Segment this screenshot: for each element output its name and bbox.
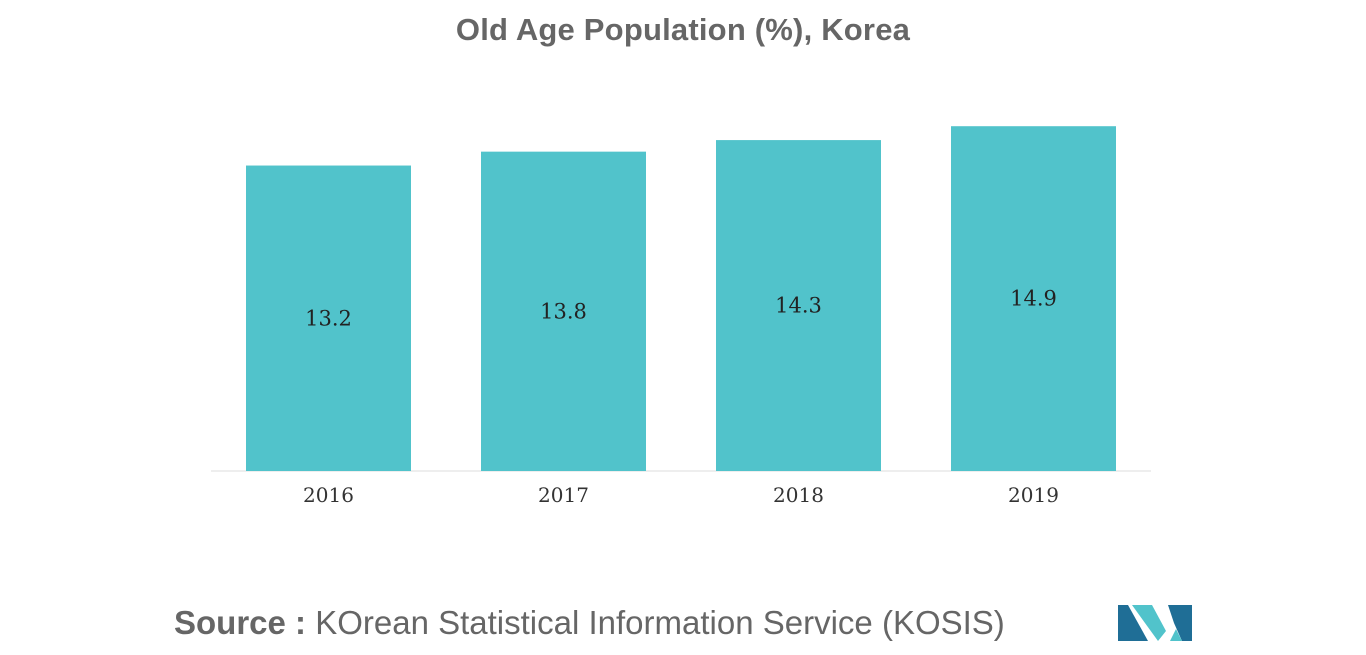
- x-tick-label: 2019: [1008, 483, 1059, 507]
- bar-2018: [716, 140, 881, 472]
- x-tick-label: 2016: [303, 483, 354, 507]
- source-text: KOrean Statistical Information Service (…: [306, 604, 1005, 641]
- logo-shape-left: [1118, 605, 1148, 641]
- bar-2019: [951, 126, 1116, 471]
- x-tick-label: 2017: [538, 483, 589, 507]
- x-tick-label: 2018: [773, 483, 824, 507]
- logo-shape-right: [1168, 605, 1192, 641]
- bar-value-label: 14.3: [775, 294, 822, 318]
- x-ticks-group: 2016 2017 2018 2019: [303, 483, 1059, 507]
- logo-shape-mid: [1132, 605, 1166, 641]
- bar-value-label: 13.2: [305, 306, 352, 330]
- chart-title: Old Age Population (%), Korea: [455, 12, 911, 47]
- bar-2017: [481, 151, 646, 471]
- source-line: Source : KOrean Statistical Information …: [174, 604, 1005, 642]
- mordor-logo-icon: [1118, 605, 1192, 641]
- source-prefix: Source :: [174, 604, 307, 641]
- bars-group: 13.2 13.8 14.3 14.9: [246, 126, 1116, 472]
- bar-chart: 13.2 13.8 14.3 14.9 2016 2017 2018 2019: [211, 126, 1151, 507]
- logo-shape-accent: [1170, 629, 1182, 641]
- bar-2016: [246, 165, 411, 472]
- bar-value-label: 14.9: [1010, 287, 1057, 311]
- bar-value-label: 13.8: [540, 299, 587, 323]
